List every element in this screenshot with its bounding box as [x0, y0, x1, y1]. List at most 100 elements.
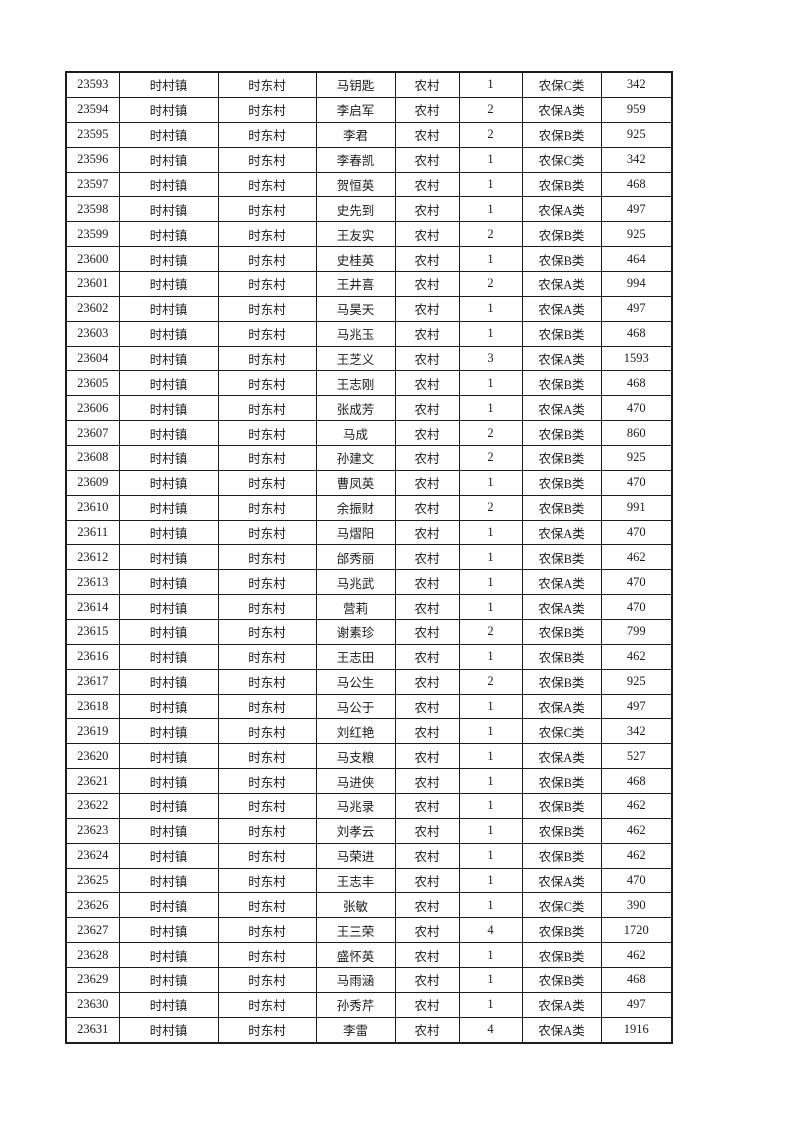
- cell-count: 1: [458, 942, 523, 969]
- cell-amount: 468: [600, 967, 673, 993]
- cell-id: 23607: [65, 420, 120, 447]
- cell-name: 马昊天: [315, 295, 396, 322]
- cell-amount: 497: [600, 196, 673, 223]
- cell-type: 农村: [394, 643, 460, 670]
- cell-village: 时东村: [217, 469, 317, 496]
- cell-count: 2: [458, 420, 523, 447]
- cell-category: 农保B类: [521, 320, 602, 347]
- cell-name: 刘孝云: [315, 817, 396, 844]
- cell-name: 李启军: [315, 96, 396, 123]
- cell-id: 23596: [65, 146, 120, 173]
- cell-id: 23601: [65, 271, 120, 297]
- cell-type: 农村: [394, 320, 460, 347]
- cell-town: 时村镇: [118, 295, 219, 322]
- table-row: 23596 时村镇 时东村 李春凯 农村 1 农保C类 342: [65, 146, 673, 173]
- cell-category: 农保B类: [521, 171, 602, 198]
- cell-count: 2: [458, 271, 523, 297]
- table-row: 23625 时村镇 时东村 王志丰 农村 1 农保A类 470: [65, 867, 673, 894]
- cell-village: 时东村: [217, 991, 317, 1018]
- cell-count: 1: [458, 643, 523, 670]
- cell-type: 农村: [394, 519, 460, 546]
- cell-type: 农村: [394, 71, 460, 98]
- cell-amount: 1916: [600, 1016, 673, 1044]
- cell-town: 时村镇: [118, 171, 219, 198]
- cell-name: 营莉: [315, 594, 396, 621]
- cell-id: 23629: [65, 967, 120, 993]
- cell-name: 余振财: [315, 494, 396, 521]
- cell-count: 1: [458, 842, 523, 869]
- cell-town: 时村镇: [118, 320, 219, 347]
- cell-id: 23624: [65, 842, 120, 869]
- cell-amount: 390: [600, 892, 673, 919]
- cell-town: 时村镇: [118, 942, 219, 969]
- cell-amount: 342: [600, 718, 673, 745]
- cell-village: 时东村: [217, 420, 317, 447]
- cell-name: 马荣进: [315, 842, 396, 869]
- cell-name: 孙秀芹: [315, 991, 396, 1018]
- table-row: 23606 时村镇 时东村 张成芳 农村 1 农保A类 470: [65, 395, 673, 422]
- cell-count: 2: [458, 96, 523, 123]
- cell-name: 曹凤英: [315, 469, 396, 496]
- cell-amount: 497: [600, 991, 673, 1018]
- table-row: 23602 时村镇 时东村 马昊天 农村 1 农保A类 497: [65, 295, 673, 322]
- cell-village: 时东村: [217, 445, 317, 471]
- cell-type: 农村: [394, 146, 460, 173]
- table-row: 23617 时村镇 时东村 马公生 农村 2 农保B类 925: [65, 668, 673, 695]
- cell-name: 王井喜: [315, 271, 396, 297]
- table-row: 23607 时村镇 时东村 马成 农村 2 农保B类 860: [65, 420, 673, 447]
- cell-amount: 462: [600, 544, 673, 571]
- cell-count: 1: [458, 892, 523, 919]
- table-row: 23620 时村镇 时东村 马支粮 农村 1 农保A类 527: [65, 743, 673, 770]
- cell-town: 时村镇: [118, 370, 219, 397]
- cell-category: 农保A类: [521, 196, 602, 223]
- cell-amount: 470: [600, 469, 673, 496]
- cell-count: 4: [458, 1016, 523, 1044]
- table-row: 23623 时村镇 时东村 刘孝云 农村 1 农保B类 462: [65, 817, 673, 844]
- cell-count: 1: [458, 594, 523, 621]
- cell-village: 时东村: [217, 246, 317, 272]
- table-row: 23593 时村镇 时东村 马钥匙 农村 1 农保C类 342: [65, 71, 673, 98]
- cell-village: 时东村: [217, 817, 317, 844]
- cell-id: 23622: [65, 793, 120, 819]
- cell-category: 农保A类: [521, 519, 602, 546]
- table-row: 23626 时村镇 时东村 张敏 农村 1 农保C类 390: [65, 892, 673, 919]
- cell-village: 时东村: [217, 892, 317, 919]
- cell-town: 时村镇: [118, 892, 219, 919]
- cell-town: 时村镇: [118, 594, 219, 621]
- cell-amount: 470: [600, 569, 673, 596]
- table-row: 23619 时村镇 时东村 刘红艳 农村 1 农保C类 342: [65, 718, 673, 745]
- cell-name: 马进侠: [315, 768, 396, 795]
- cell-town: 时村镇: [118, 494, 219, 521]
- cell-name: 刘红艳: [315, 718, 396, 745]
- cell-id: 23612: [65, 544, 120, 571]
- cell-name: 王志田: [315, 643, 396, 670]
- cell-name: 邰秀丽: [315, 544, 396, 571]
- table-row: 23628 时村镇 时东村 盛怀英 农村 1 农保B类 462: [65, 942, 673, 969]
- cell-category: 农保A类: [521, 569, 602, 596]
- table-row: 23618 时村镇 时东村 马公于 农村 1 农保A类 497: [65, 693, 673, 720]
- cell-type: 农村: [394, 867, 460, 894]
- cell-count: 1: [458, 967, 523, 993]
- cell-village: 时东村: [217, 544, 317, 571]
- cell-name: 马熠阳: [315, 519, 396, 546]
- cell-village: 时东村: [217, 967, 317, 993]
- cell-name: 王友实: [315, 221, 396, 248]
- cell-id: 23594: [65, 96, 120, 123]
- cell-village: 时东村: [217, 1016, 317, 1044]
- cell-village: 时东村: [217, 96, 317, 123]
- cell-amount: 527: [600, 743, 673, 770]
- cell-town: 时村镇: [118, 420, 219, 447]
- cell-type: 农村: [394, 494, 460, 521]
- cell-amount: 991: [600, 494, 673, 521]
- cell-town: 时村镇: [118, 445, 219, 471]
- cell-category: 农保C类: [521, 146, 602, 173]
- cell-amount: 860: [600, 420, 673, 447]
- cell-name: 马兆录: [315, 793, 396, 819]
- cell-town: 时村镇: [118, 271, 219, 297]
- cell-id: 23593: [65, 71, 120, 98]
- cell-village: 时东村: [217, 619, 317, 645]
- table-row: 23610 时村镇 时东村 余振财 农村 2 农保B类 991: [65, 494, 673, 521]
- table-row: 23624 时村镇 时东村 马荣进 农村 1 农保B类 462: [65, 842, 673, 869]
- table-row: 23605 时村镇 时东村 王志刚 农村 1 农保B类 468: [65, 370, 673, 397]
- cell-category: 农保B类: [521, 420, 602, 447]
